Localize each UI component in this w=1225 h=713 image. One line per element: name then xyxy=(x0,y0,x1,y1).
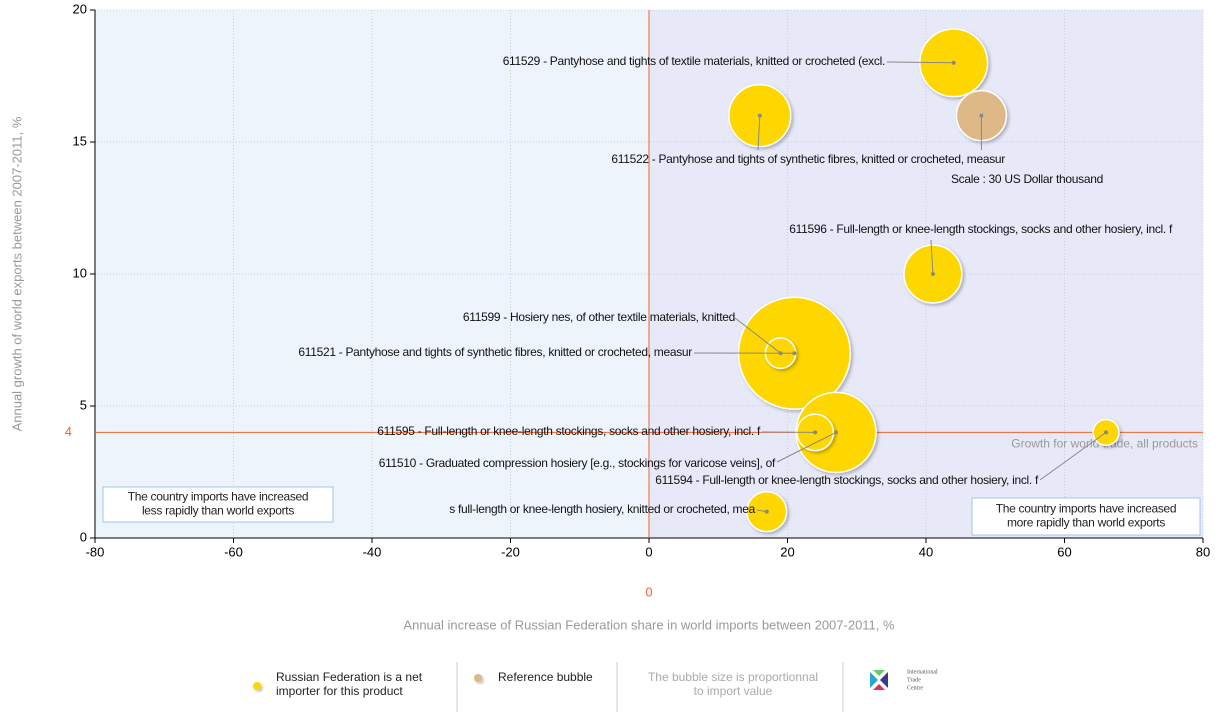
bubble-center xyxy=(792,351,797,356)
note: The country imports have increased less r… xyxy=(128,490,309,518)
x-tick-label: 60 xyxy=(1057,544,1071,559)
reference-value: 4 xyxy=(65,424,72,439)
reference-label: Scale : 30 US Dollar thousand xyxy=(951,172,1103,186)
note: The country imports have increased more r… xyxy=(996,502,1177,530)
y-tick-label: 5 xyxy=(80,397,87,412)
logo-icon xyxy=(873,670,885,676)
bubble-center xyxy=(951,60,956,65)
x-tick-label: -20 xyxy=(501,544,520,559)
logo-text: Trade xyxy=(907,677,921,683)
reference-value: 0 xyxy=(645,584,652,599)
leader-line xyxy=(930,239,934,275)
x-tick-label: -40 xyxy=(363,544,382,559)
x-tick-label: -60 xyxy=(224,544,243,559)
bubble-center xyxy=(813,430,818,435)
bubble-center xyxy=(778,351,783,356)
bubble-center xyxy=(930,272,935,276)
bubble-label: 611510 - Graduated compression hosiery [… xyxy=(379,456,776,470)
bubble-label: s full-length or knee-length hosiery, kn… xyxy=(449,502,755,516)
leader-line xyxy=(886,61,954,64)
bubble-center xyxy=(979,113,984,118)
logo-icon xyxy=(880,672,888,688)
logo-text: Centre xyxy=(907,685,923,691)
bubble-center xyxy=(833,430,838,435)
bubble-label: 611595 - Full-length or knee-length stoc… xyxy=(377,424,761,438)
logo-text: International xyxy=(907,669,938,675)
bubble-center xyxy=(757,113,762,118)
bubble-label: 611521 - Pantyhose and tights of synthet… xyxy=(298,345,692,359)
legend-label: importer for this product xyxy=(276,684,403,698)
x-tick-label: 20 xyxy=(780,544,794,559)
legend-marker xyxy=(253,682,261,690)
size-note: The bubble size is proportionnal xyxy=(648,670,818,684)
x-tick-label: 40 xyxy=(919,544,933,559)
note-box xyxy=(971,497,1201,536)
bubble-label: 611522 - Pantyhose and tights of synthet… xyxy=(611,152,1005,166)
size-note: to import value xyxy=(694,684,773,698)
note-box xyxy=(102,486,334,523)
logo-icon xyxy=(873,684,885,690)
leader-line xyxy=(757,115,761,151)
bubble-label: 611594 - Full-length or knee-length stoc… xyxy=(655,473,1039,487)
bubble-center xyxy=(1104,430,1109,435)
y-axis-label: Annual growth of world exports between 2… xyxy=(9,116,24,431)
leader-line xyxy=(734,317,781,354)
bubble-label: 611529 - Pantyhose and tights of textile… xyxy=(503,54,885,68)
y-tick-label: 0 xyxy=(80,529,87,544)
leader-line xyxy=(1039,431,1107,481)
legend-label: Reference bubble xyxy=(498,670,593,684)
x-tick-label: -80 xyxy=(86,544,105,559)
legend-label: Russian Federation is a net xyxy=(276,670,423,684)
y-tick-label: 15 xyxy=(73,133,87,148)
leader-line xyxy=(776,431,837,463)
bubble-label: 611599 - Hosiery nes, of other textile m… xyxy=(463,310,735,324)
y-tick-label: 10 xyxy=(73,265,87,280)
legend-marker xyxy=(474,674,482,682)
bubble-label: 611596 - Full-length or knee-length stoc… xyxy=(789,222,1173,236)
x-axis-label: Annual increase of Russian Federation sh… xyxy=(403,617,895,632)
x-tick-label: 0 xyxy=(645,544,652,559)
x-tick-label: 80 xyxy=(1196,544,1210,559)
logo-icon xyxy=(870,672,878,688)
y-tick-label: 20 xyxy=(73,1,87,16)
bubble-center xyxy=(764,509,769,514)
